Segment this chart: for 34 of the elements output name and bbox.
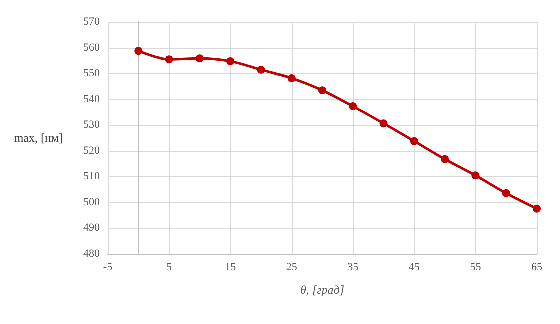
y-tick-label: 490 xyxy=(84,222,100,234)
x-tick-label: 15 xyxy=(225,262,237,274)
point xyxy=(196,54,204,63)
x-axis-title: θ, [град] xyxy=(300,283,345,297)
y-tick-label: 510 xyxy=(84,170,100,183)
x-tick-label: 25 xyxy=(286,262,298,274)
y-axis-title: max, [нм] xyxy=(14,131,63,145)
x-tick-label: 45 xyxy=(408,262,420,274)
point xyxy=(165,56,174,64)
y-tick-label: 530 xyxy=(84,119,100,132)
y-tick-label: 500 xyxy=(84,196,100,208)
point xyxy=(257,66,266,74)
point xyxy=(472,172,480,180)
point xyxy=(226,57,235,66)
x-tick-label: 55 xyxy=(470,262,482,274)
point xyxy=(410,137,418,146)
y-tick-label: 520 xyxy=(84,144,100,157)
y-tick-label: 560 xyxy=(84,42,100,54)
point xyxy=(349,102,358,111)
point xyxy=(288,74,296,82)
x-tick-label: -5 xyxy=(103,262,114,274)
point xyxy=(502,189,510,198)
y-tick-label: 480 xyxy=(84,248,100,260)
point xyxy=(441,155,450,164)
point xyxy=(380,120,388,128)
x-tick-label: 65 xyxy=(532,262,543,274)
point xyxy=(134,47,143,56)
x-tick-label: 5 xyxy=(166,262,173,274)
point xyxy=(318,86,326,95)
y-tick-label: 550 xyxy=(84,68,100,80)
y-tick-label: 540 xyxy=(84,93,100,106)
x-tick-label: 35 xyxy=(348,262,360,274)
point xyxy=(533,204,541,213)
y-tick-label: 570 xyxy=(84,16,100,28)
